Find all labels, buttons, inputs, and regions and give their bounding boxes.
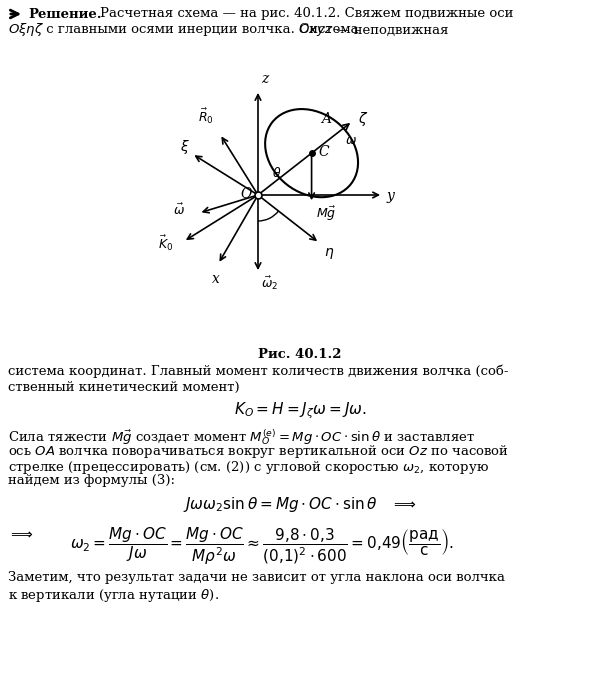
Text: Сила тяжести $M\vec{g}$ создает момент $M_O^{(e)} = Mg \cdot OC \cdot \sin\theta: Сила тяжести $M\vec{g}$ создает момент $…	[8, 427, 475, 447]
Text: y: y	[387, 189, 395, 203]
Text: стрелке (прецессировать) (см. (2)) с угловой скоростью $\omega_2$, которую: стрелке (прецессировать) (см. (2)) с угл…	[8, 458, 489, 475]
Text: $\theta$: $\theta$	[272, 166, 281, 180]
Text: ось $OA$ волчка поворачиваться вокруг вертикальной оси $Oz$ по часовой: ось $OA$ волчка поворачиваться вокруг ве…	[8, 443, 509, 460]
Text: $\zeta$: $\zeta$	[358, 110, 368, 128]
Text: $\Longrightarrow$: $\Longrightarrow$	[8, 526, 34, 540]
Text: x: x	[212, 272, 220, 286]
Text: Рис. 40.1.2: Рис. 40.1.2	[258, 348, 342, 361]
Text: найдем из формулы (3):: найдем из формулы (3):	[8, 474, 175, 487]
Text: C: C	[319, 145, 329, 159]
Text: $\eta$: $\eta$	[325, 246, 335, 261]
Text: A: A	[321, 112, 331, 126]
Text: — неподвижная: — неподвижная	[332, 24, 449, 36]
Text: система координат. Главный момент количеств движения волчка (соб-: система координат. Главный момент количе…	[8, 365, 509, 379]
Text: $K_O = H = J_\zeta\omega = J\omega.$: $K_O = H = J_\zeta\omega = J\omega.$	[234, 400, 366, 421]
Text: $O\xi\eta\zeta$: $O\xi\eta\zeta$	[8, 22, 44, 38]
Text: ственный кинетический момент): ственный кинетический момент)	[8, 381, 239, 394]
Text: Расчетная схема — на рис. 40.1.2. Свяжем подвижные оси: Расчетная схема — на рис. 40.1.2. Свяжем…	[100, 7, 514, 20]
Text: O: O	[241, 187, 251, 201]
Text: $\vec{R}_0$: $\vec{R}_0$	[198, 107, 214, 126]
Text: $\omega_2 = \dfrac{Mg \cdot OC}{J\omega} = \dfrac{Mg \cdot OC}{M\rho^2\omega} \a: $\omega_2 = \dfrac{Mg \cdot OC}{J\omega}…	[70, 526, 454, 568]
Text: с главными осями инерции волчка. Система: с главными осями инерции волчка. Система	[42, 24, 363, 36]
Text: $Oxyz$: $Oxyz$	[298, 22, 334, 38]
Text: $\xi$: $\xi$	[180, 138, 190, 156]
Text: $M\vec{g}$: $M\vec{g}$	[316, 205, 336, 223]
Text: к вертикали (угла нутации $\theta$).: к вертикали (угла нутации $\theta$).	[8, 587, 219, 604]
Text: $\vec{\omega}_2$: $\vec{\omega}_2$	[261, 275, 278, 292]
Text: $J\omega\omega_2\sin\theta = Mg \cdot OC \cdot \sin\theta \quad \Longrightarrow$: $J\omega\omega_2\sin\theta = Mg \cdot OC…	[183, 495, 417, 514]
Text: $\omega$: $\omega$	[344, 134, 356, 147]
Text: $\vec{K}_0$: $\vec{K}_0$	[158, 234, 173, 253]
Text: Решение.: Решение.	[28, 7, 101, 20]
Text: $\vec{\omega}$: $\vec{\omega}$	[173, 202, 185, 218]
Text: z: z	[261, 72, 268, 86]
Text: Заметим, что результат задачи не зависит от угла наклона оси волчка: Заметим, что результат задачи не зависит…	[8, 572, 505, 585]
